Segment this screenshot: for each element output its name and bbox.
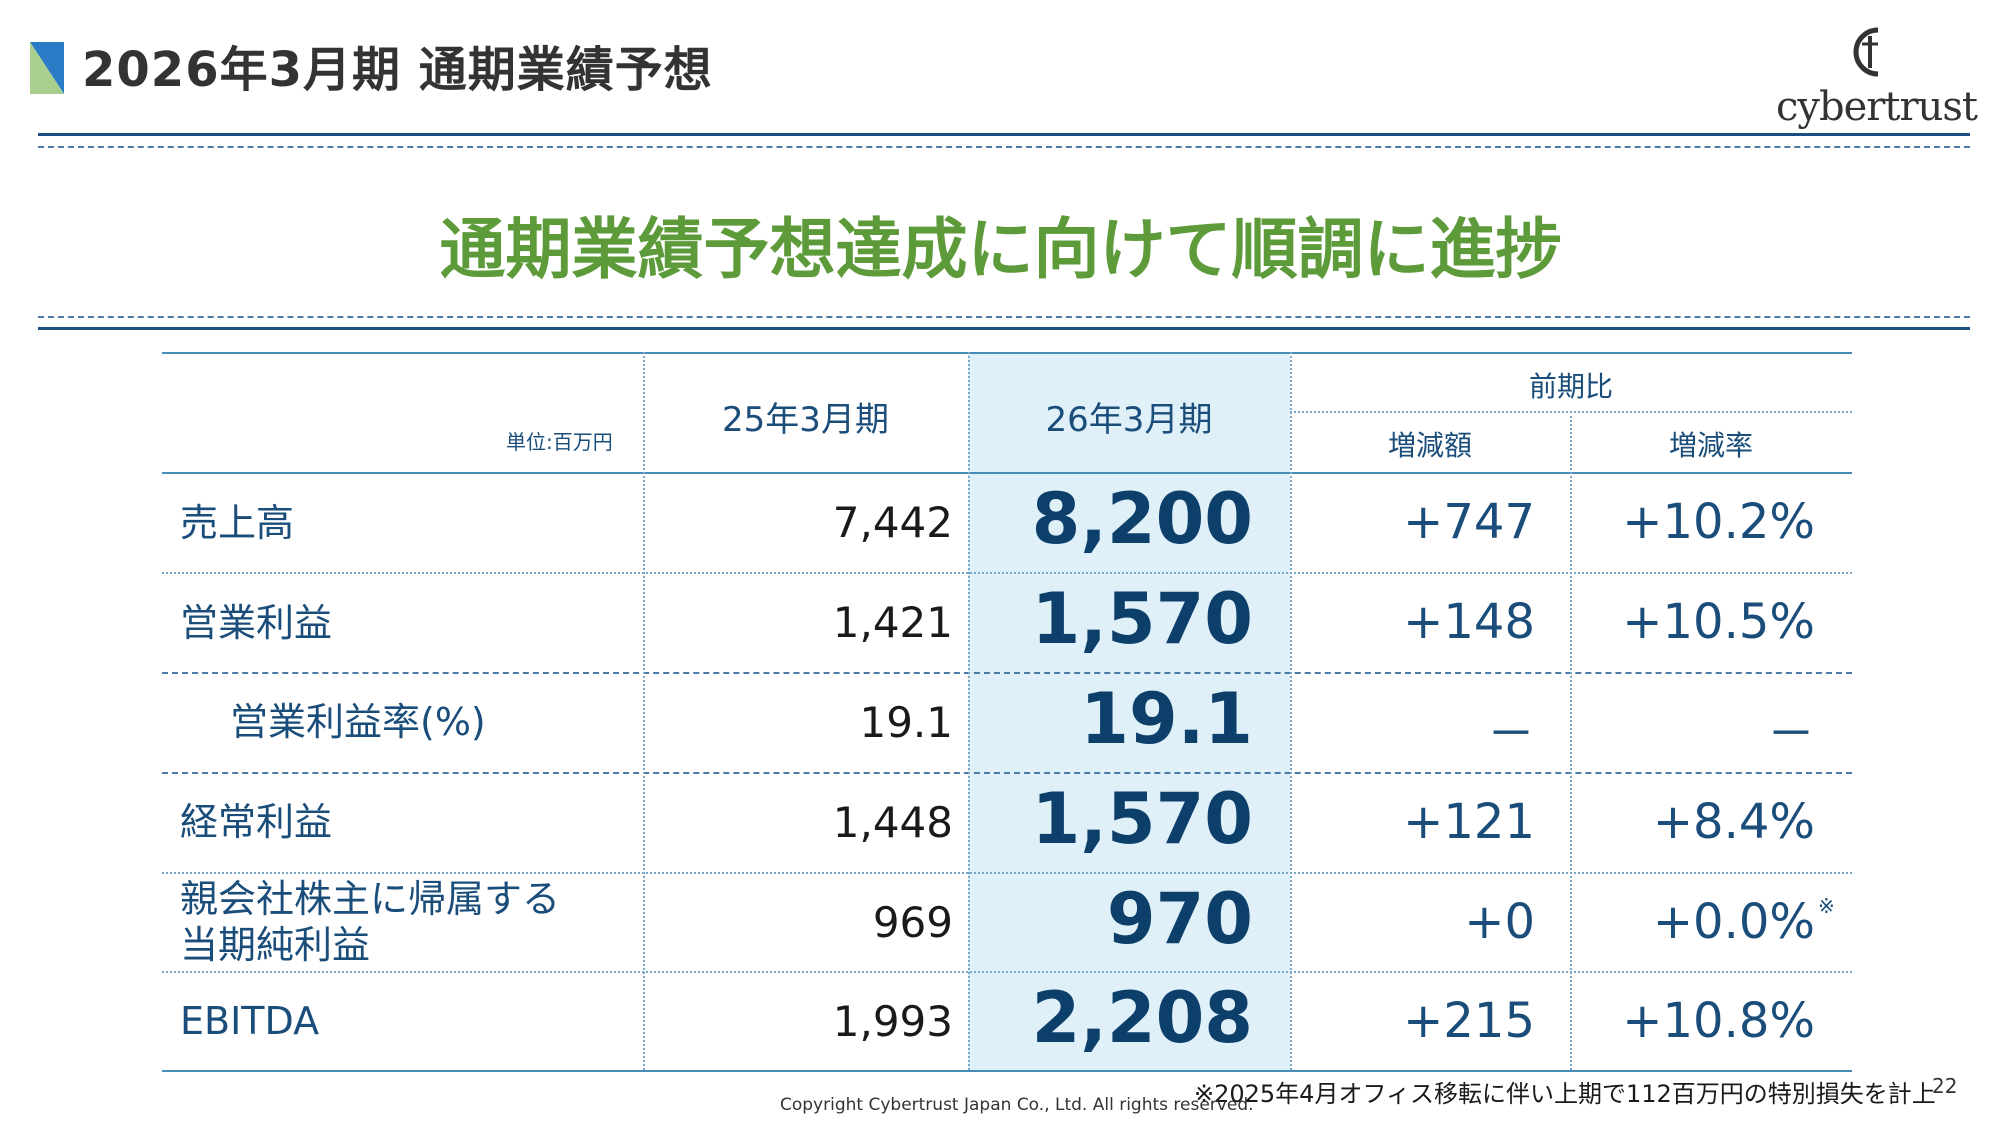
current-value: 1,570 [1031,778,1253,860]
current-value: 19.1 [1080,678,1253,760]
current-value: 1,570 [1031,578,1253,660]
headline-rule [38,327,1970,330]
column-header-prev: 25年3月期 [722,400,889,440]
rate-value: +10.5% [1622,594,1815,650]
current-value: 2,208 [1031,977,1253,1059]
current-period-highlight [968,352,1290,1070]
diff-value: +0 [1464,894,1535,950]
title-mark-icon [30,42,64,94]
column-group-header: 前期比 [1528,370,1613,403]
header-rule [38,133,1970,136]
footnote-mark: ※ [1818,894,1835,918]
diff-value: +215 [1403,993,1535,1049]
rate-value: +10.2% [1622,494,1815,550]
page-title: 2026年3月期 通期業績予想 [82,42,713,98]
headline-rule-dashed [38,316,1970,318]
rate-value: － [1766,706,1815,762]
column-header-rate: 増減率 [1668,429,1753,462]
unit-label: 単位:百万円 [506,430,613,454]
cybertrust-logo [1770,22,1970,132]
header-rule-dashed [38,146,1970,148]
logo-wordmark: cybertrust [1776,84,1978,130]
prev-value: 19.1 [859,698,953,747]
current-value: 8,200 [1031,478,1253,560]
row-label-line2: 当期純利益 [180,923,371,967]
current-value: 970 [1106,878,1253,960]
rate-value: +10.8% [1622,993,1815,1049]
footnote: ※2025年4月オフィス移転に伴い上期で112百万円の特別損失を計上 [1194,1080,1936,1108]
row-label: 経常利益 [180,800,333,844]
diff-value: +121 [1403,794,1535,850]
prev-value: 1,448 [832,798,953,847]
row-label: EBITDA [180,999,320,1043]
prev-value: 1,993 [832,997,953,1046]
copyright: Copyright Cybertrust Japan Co., Ltd. All… [780,1095,1254,1115]
prev-value: 1,421 [832,598,953,647]
diff-value: +148 [1403,594,1535,650]
row-label: 営業利益率(%) [230,700,486,744]
row-label: 営業利益 [180,601,333,645]
prev-value: 7,442 [832,498,953,547]
column-header-current: 26年3月期 [1045,400,1213,440]
column-header-diff: 増減額 [1387,429,1472,462]
row-label: 親会社株主に帰属する [180,877,561,921]
headline: 通期業績予想達成に向けて順調に進捗 [439,211,1562,288]
rate-value: +8.4% [1652,794,1815,850]
rate-value: +0.0% [1652,894,1815,950]
prev-value: 969 [872,898,953,947]
row-label: 売上高 [180,501,295,545]
logo-mark-icon [1853,27,1879,77]
page-number: 22 [1932,1074,1958,1098]
diff-value: +747 [1403,494,1535,550]
diff-value: － [1486,706,1535,762]
